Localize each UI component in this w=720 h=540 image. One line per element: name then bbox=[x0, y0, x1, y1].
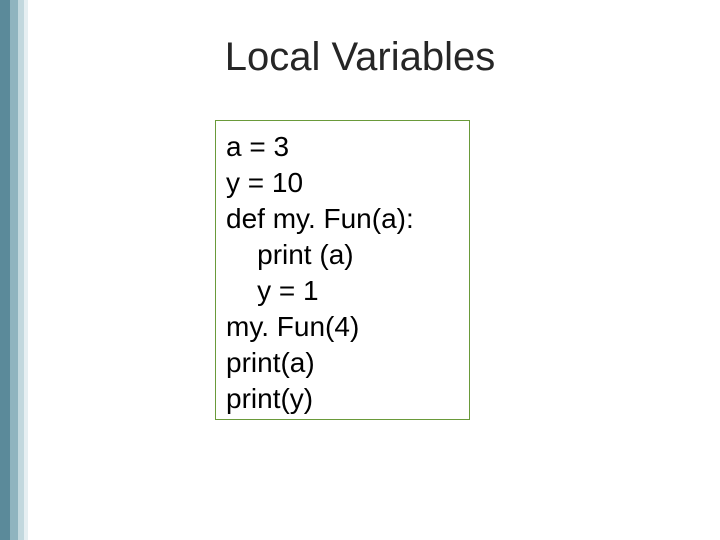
code-line: print(y) bbox=[226, 381, 469, 417]
slide: Local Variables a = 3y = 10def my. Fun(a… bbox=[0, 0, 720, 540]
code-line: y = 10 bbox=[226, 165, 469, 201]
stripe bbox=[10, 0, 18, 540]
stripe bbox=[24, 0, 28, 540]
code-line: print (a) bbox=[226, 237, 469, 273]
code-line: a = 3 bbox=[226, 129, 469, 165]
code-line: y = 1 bbox=[226, 273, 469, 309]
slide-title: Local Variables bbox=[0, 35, 720, 80]
code-box: a = 3y = 10def my. Fun(a): print (a) y =… bbox=[215, 120, 470, 420]
code-line: print(a) bbox=[226, 345, 469, 381]
stripe bbox=[0, 0, 10, 540]
code-line: def my. Fun(a): bbox=[226, 201, 469, 237]
code-line: my. Fun(4) bbox=[226, 309, 469, 345]
